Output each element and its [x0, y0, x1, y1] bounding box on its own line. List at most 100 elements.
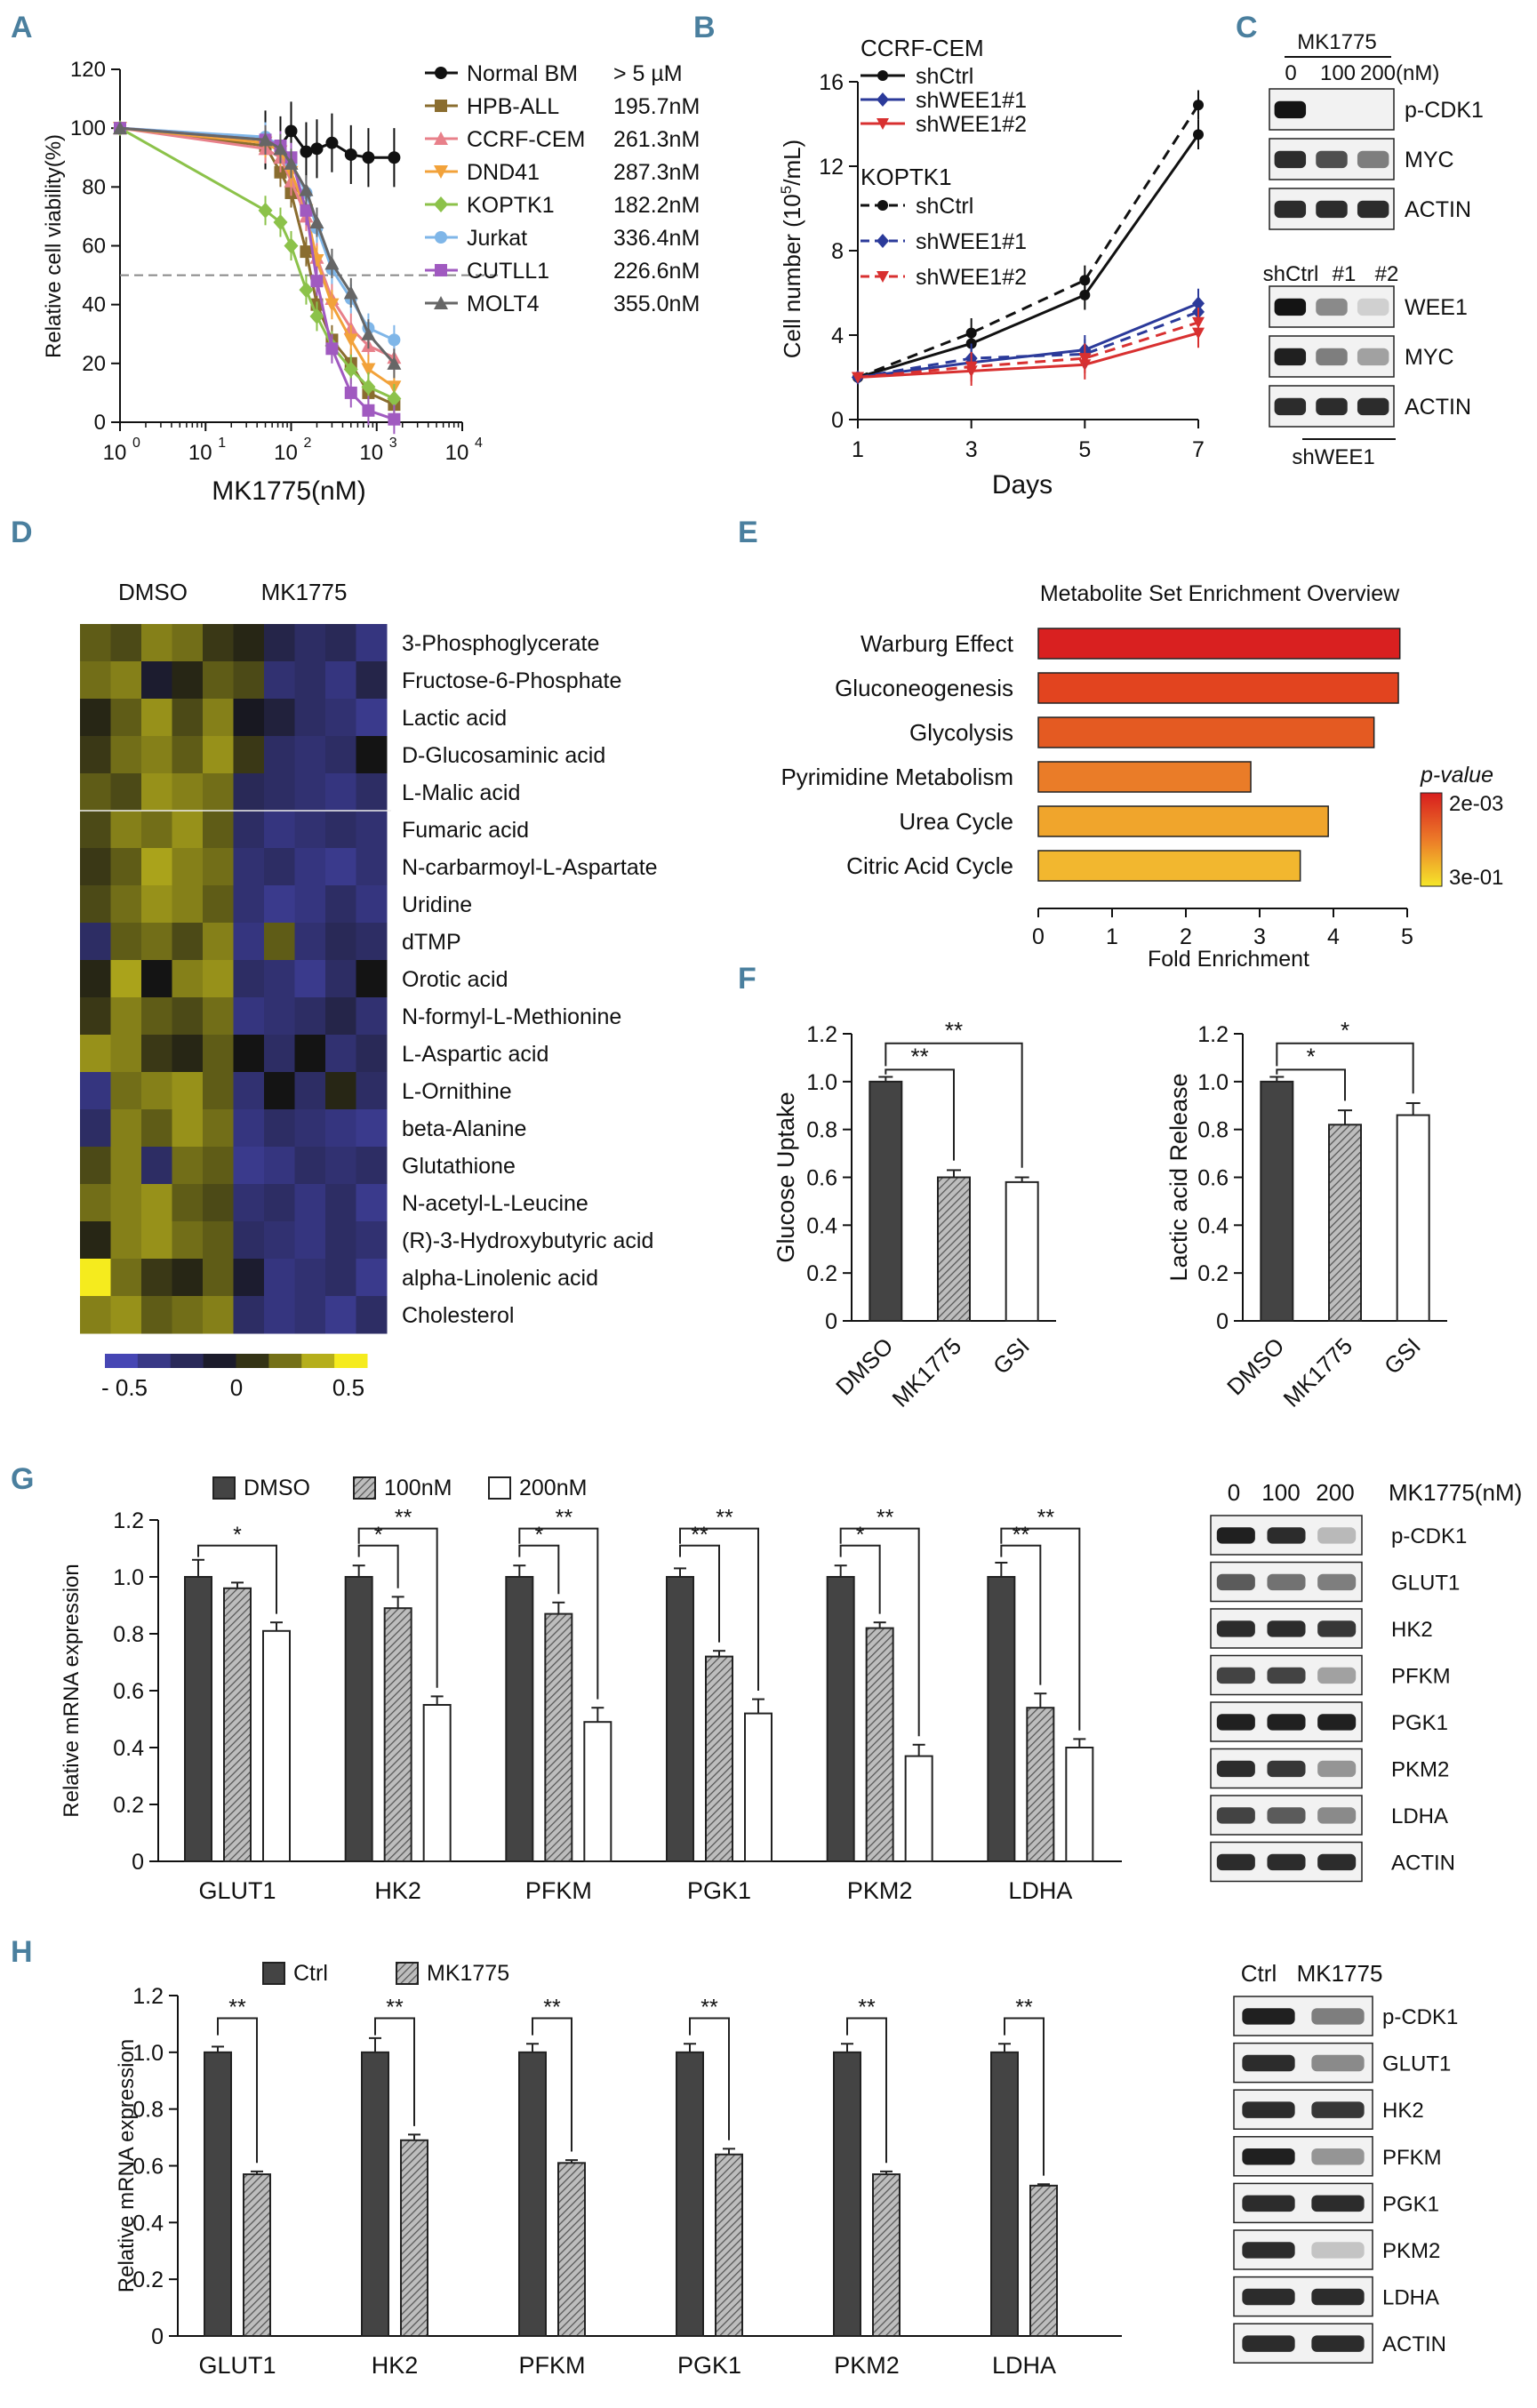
x-tick-label-ldha: LDHA [992, 2352, 1056, 2379]
bar-dmso-hk2 [344, 1576, 373, 1862]
bar-200nm-pkm2 [904, 1755, 933, 1862]
legend-label-200nm: 200nM [519, 1476, 587, 1500]
legend-marker-jurkat [435, 231, 447, 244]
x-axis-label: Fold Enrichment [1148, 947, 1309, 972]
g-band-p-cdk1 [1216, 1527, 1255, 1544]
heatmap-cell [172, 1035, 204, 1073]
heatmap-cell [141, 923, 172, 961]
x-tick-label-pfkm: PFKM [525, 1877, 592, 1904]
heatmap-cell [141, 736, 172, 774]
blot-lane-label-ctrl: Ctrl [1241, 1960, 1277, 1987]
heatmap-cell [325, 1147, 356, 1185]
h-band-pfkm [1242, 2148, 1295, 2165]
y-axis-label: Cell number (105/mL) [778, 140, 805, 358]
g-band-pkm2 [1317, 1760, 1357, 1778]
c-top-row-label-myc: MYC [1405, 148, 1454, 172]
heatmap-cell [233, 811, 265, 849]
y-tick-label: 120 [70, 58, 106, 82]
legend-marker-cutll1 [435, 264, 447, 276]
heatmap-cell [80, 624, 111, 662]
heatmap-cell [172, 1072, 204, 1110]
legend-label-molt4: MOLT4 [467, 292, 540, 316]
significance-marker: * [856, 1523, 865, 1548]
h-band-p-cdk1 [1311, 2008, 1365, 2025]
significance-marker: ** [556, 1506, 573, 1531]
c-bottom-band-myc [1316, 348, 1348, 366]
x-tick-label: 0 [1032, 924, 1045, 949]
legend-group-ccrf-cem: CCRF-CEM [861, 35, 984, 61]
h-row-label-pfkm: PFKM [1382, 2146, 1442, 2170]
x-tick-label-glut1: GLUT1 [198, 2352, 276, 2379]
blot-lane-label: shCtrl [1263, 262, 1319, 286]
heatmap-cell [264, 1035, 295, 1073]
legend-marker-ccrf-cem-shwee1-2 [877, 118, 889, 130]
c-bottom-band-wee1 [1357, 298, 1389, 316]
x-tick-label: 4 [1327, 924, 1340, 949]
bar-gsi [1396, 1114, 1430, 1323]
heatmap-row-label-lactic-acid: Lactic acid [402, 706, 507, 731]
legend-label-normal-bm: Normal BM [467, 61, 578, 86]
y-tick-label: 1.2 [113, 1508, 144, 1533]
bar-gluconeogenesis [1037, 672, 1399, 704]
colorbar-segment [105, 1354, 139, 1368]
g-band-glut1 [1317, 1573, 1357, 1591]
blot-lane-label: 200 [1316, 1479, 1354, 1506]
c-bottom-band-myc [1274, 348, 1307, 366]
heatmap-cell [233, 1296, 265, 1334]
bar-mk1775 [937, 1176, 971, 1322]
h-band-pgk1 [1242, 2195, 1295, 2212]
g-band-p-cdk1 [1267, 1527, 1306, 1544]
data-point-koptk1 [343, 361, 358, 378]
heatmap-cell [356, 1072, 388, 1110]
significance-bracket [357, 1527, 438, 1688]
panel-g-western-blot: 0 100 200 MK1775(nM) p-CDK1 GLUT1 HK2 PFKM PGK1 P… [1210, 1479, 1522, 1883]
heatmap-cell [80, 923, 111, 961]
colorbar-segment [334, 1354, 368, 1368]
legend-label-dnd41: DND41 [467, 160, 540, 185]
heatmap-cell [294, 736, 326, 774]
heatmap-cell [172, 885, 204, 924]
y-axis-label: Relative cell viability(%) [42, 134, 66, 358]
y-tick-label: 12 [819, 155, 844, 180]
legend-ic50-jurkat: 336.4nM [613, 226, 700, 251]
heatmap-cell [264, 885, 295, 924]
h-band-ldha [1311, 2288, 1365, 2306]
panel-letter-h: H [11, 1935, 33, 1969]
x-tick-label-pfkm: PFKM [518, 2352, 585, 2379]
data-point-molt4 [361, 326, 376, 340]
heatmap-cell [233, 1109, 265, 1148]
category-label-pyrimidine-metabolism: Pyrimidine Metabolism [781, 764, 1013, 790]
blot-lane-label: 0 [1228, 1479, 1240, 1506]
legend-marker-koptk1-shwee1-2 [877, 271, 889, 283]
heatmap-cell [141, 848, 172, 886]
bar-200nm-glut1 [262, 1629, 291, 1863]
heatmap-cell [294, 1072, 326, 1110]
bar-200nm-pfkm [583, 1721, 612, 1862]
heatmap-cell [325, 848, 356, 886]
h-band-actin [1311, 2335, 1365, 2352]
g-band-pkm2 [1267, 1760, 1306, 1778]
heatmap-cell [172, 699, 204, 737]
heatmap-cell [325, 1259, 356, 1297]
c-top-band-myc [1316, 150, 1348, 169]
data-point-koptk1 [258, 202, 273, 219]
y-tick-label: 0.6 [1197, 1166, 1229, 1191]
heatmap-cell [141, 1109, 172, 1148]
panel-f-glucose-uptake-chart: 0 0.2 0.4 0.6 0.8 1.0 1.2 Glucose Uptake DMSOMK1… [773, 1017, 1056, 1412]
heatmap-cell [203, 1221, 234, 1260]
heatmap-cell [110, 923, 142, 961]
heatmap-cell [203, 773, 234, 812]
data-point-cutll1 [344, 386, 357, 399]
x-tick-label: 1 [852, 437, 864, 462]
series-line-koptk1-shwee1-1 [857, 310, 1199, 379]
y-tick-label: 0 [825, 1309, 837, 1334]
data-point-cutll1 [325, 342, 339, 356]
legend-marker-ccrf-cem-shwee1-1 [877, 92, 889, 107]
legend-marker-molt4 [434, 296, 448, 309]
bar-ctrl-pkm2 [833, 2051, 861, 2337]
heatmap-cell [141, 699, 172, 737]
legend-marker-ccrf-cem-shctrl [877, 70, 888, 81]
x-tick-label: 10 [103, 441, 127, 465]
